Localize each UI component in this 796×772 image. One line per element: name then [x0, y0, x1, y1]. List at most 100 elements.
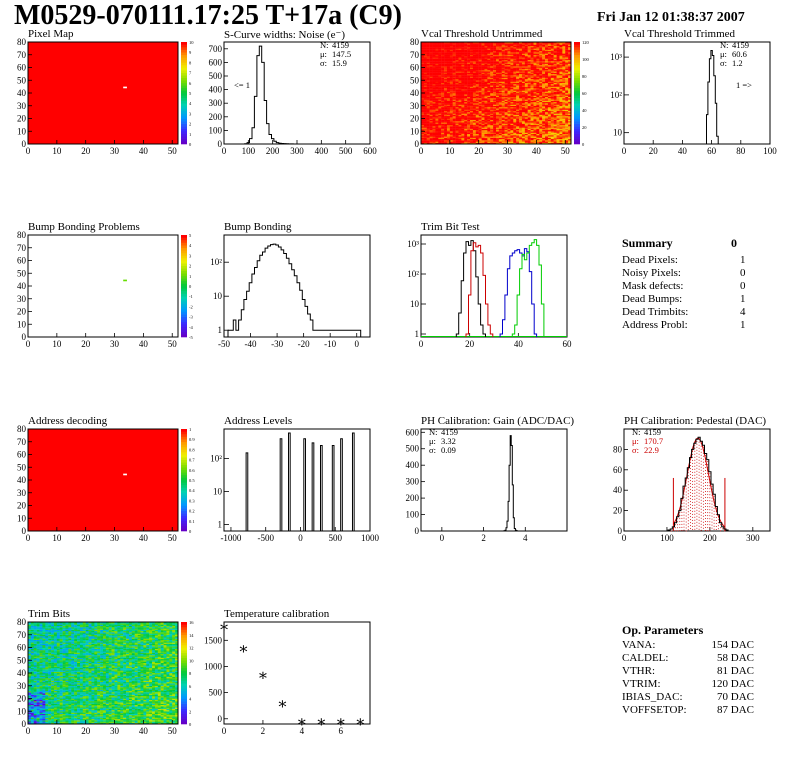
heatmap-cell	[481, 85, 485, 87]
heatmap-cell	[547, 127, 551, 129]
heatmap-cell	[504, 70, 508, 72]
heatmap-cell	[519, 141, 523, 143]
heatmap-cell	[446, 135, 451, 137]
heatmap-cell	[507, 66, 511, 68]
heatmap-cell	[550, 105, 554, 108]
heatmap-cell	[472, 62, 476, 64]
heatmap-cell	[533, 70, 537, 72]
heatmap-cell	[547, 45, 551, 48]
heatmap-cell	[527, 136, 531, 138]
color-scale-step	[181, 257, 187, 261]
heatmap-cell	[449, 90, 453, 92]
heatmap-cell	[527, 89, 531, 91]
heatmap-cell	[527, 49, 531, 52]
heatmap-cell	[461, 49, 465, 52]
heatmap-cell	[423, 131, 427, 133]
pedestal-fill-dot	[690, 525, 691, 527]
heatmap-cell	[547, 112, 551, 114]
heatmap-cell	[521, 129, 526, 132]
pedestal-fill-dot	[690, 492, 691, 494]
heatmap-cell	[461, 63, 465, 66]
y-tick-label: 600	[209, 57, 223, 67]
heatmap-cell	[432, 73, 436, 76]
heatmap-cell	[527, 93, 531, 95]
heatmap-cell	[467, 114, 471, 117]
pedestal-fill-dot	[698, 480, 700, 482]
heatmap-cell	[530, 56, 534, 58]
color-scale-step	[181, 474, 187, 478]
heatmap-cell	[553, 93, 557, 95]
heatmap-cell	[559, 99, 563, 101]
heatmap-cell	[432, 45, 436, 48]
heatmap-cell	[478, 61, 482, 63]
heatmap-cell	[446, 42, 451, 44]
heatmap-cell	[423, 90, 427, 92]
heatmap-cell	[539, 73, 543, 76]
heatmap-cell	[475, 131, 479, 133]
heatmap-cell	[542, 87, 546, 90]
heatmap-cell	[510, 70, 514, 72]
heatmap-cell	[516, 98, 520, 100]
pedestal-fill-dot	[694, 453, 696, 455]
heatmap-cell	[498, 54, 502, 57]
heatmap-cell	[481, 68, 485, 71]
pedestal-fill-dot	[685, 491, 687, 493]
heatmap-cell	[438, 86, 442, 89]
heatmap-cell	[521, 136, 526, 138]
color-scale-step	[181, 525, 187, 529]
heatmap-cell	[516, 75, 520, 77]
heatmap-cell	[461, 121, 465, 123]
heatmap-cell	[568, 43, 572, 45]
heatmap-cell	[444, 86, 448, 89]
heatmap-cell	[562, 75, 566, 77]
heatmap-cell	[536, 133, 540, 136]
heatmap-cell	[501, 44, 505, 47]
color-scale-step	[181, 477, 187, 481]
y-tick-label: 10	[17, 319, 27, 329]
heatmap-cell	[556, 113, 560, 115]
heatmap-cell	[533, 142, 537, 145]
heatmap-cell	[513, 44, 517, 47]
heatmap-cell	[429, 123, 433, 126]
heatmap-cell	[452, 75, 456, 77]
heatmap-cell	[507, 126, 511, 128]
heatmap-cell	[426, 61, 430, 63]
heatmap-cell	[533, 133, 537, 136]
heatmap-cell	[559, 42, 563, 44]
heatmap-cell	[556, 90, 560, 92]
heatmap-cell	[490, 84, 494, 86]
heatmap-cell	[496, 107, 500, 109]
heatmap-cell	[435, 137, 439, 140]
heatmap-cell	[452, 80, 456, 82]
heatmap-cell	[452, 68, 456, 71]
heatmap-cell	[438, 64, 442, 67]
heatmap-cell	[562, 63, 566, 66]
chart-vcal-untrimmed: Vcal Threshold Untrimmed 0 20 40 60 80 100 120 0…	[397, 28, 590, 170]
heatmap-cell	[542, 72, 546, 75]
heatmap-cell	[429, 67, 433, 69]
pedestal-fill-dot	[681, 517, 683, 519]
heatmap-cell	[461, 109, 465, 112]
heatmap-cell	[545, 71, 549, 73]
pedestal-fill-dot	[694, 507, 696, 509]
heatmap-cell	[568, 63, 572, 66]
heatmap-cell	[487, 73, 491, 76]
heatmap-cell	[475, 123, 479, 126]
heatmap-cell	[562, 84, 566, 86]
heatmap-cell	[568, 76, 572, 78]
heatmap-cell	[527, 87, 531, 90]
heatmap-cell	[493, 86, 497, 89]
heatmap-cell	[493, 63, 497, 66]
heatmap-cell	[432, 84, 436, 86]
heatmap-cell	[562, 100, 566, 103]
heatmap-cell	[527, 135, 531, 137]
color-scale-step	[181, 82, 187, 86]
heatmap-cell	[565, 54, 569, 57]
heatmap-cell	[464, 127, 468, 129]
heatmap-cell	[498, 82, 502, 85]
heatmap-cell	[524, 128, 528, 131]
heatmap-cell	[449, 103, 453, 105]
color-scale-step	[181, 52, 187, 56]
heatmap-cell	[530, 77, 534, 80]
